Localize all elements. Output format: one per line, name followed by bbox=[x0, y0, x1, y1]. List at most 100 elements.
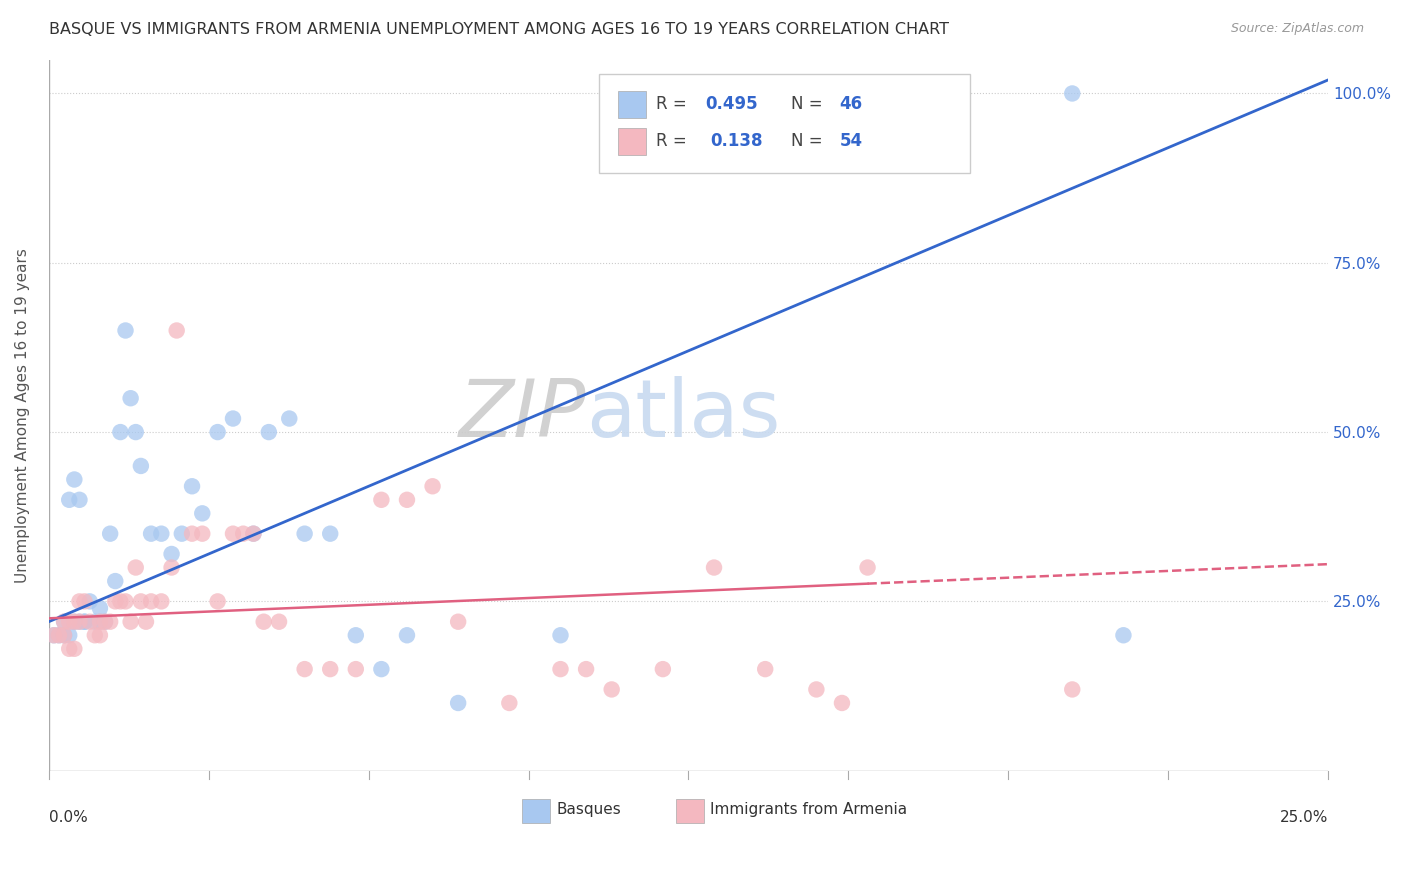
Point bbox=[89, 601, 111, 615]
Point bbox=[267, 615, 290, 629]
Point bbox=[53, 615, 76, 629]
Point bbox=[191, 526, 214, 541]
Point bbox=[139, 594, 162, 608]
Point bbox=[1062, 682, 1084, 697]
Point bbox=[207, 594, 229, 608]
Point bbox=[651, 662, 673, 676]
Point bbox=[222, 526, 245, 541]
Point bbox=[139, 526, 162, 541]
Text: 25.0%: 25.0% bbox=[1279, 810, 1329, 825]
Point bbox=[207, 425, 229, 439]
Point bbox=[58, 641, 80, 656]
Point bbox=[104, 574, 127, 588]
Point bbox=[550, 628, 572, 642]
Point bbox=[89, 615, 111, 629]
Point bbox=[160, 560, 183, 574]
Point bbox=[242, 526, 264, 541]
Point bbox=[63, 615, 86, 629]
Point bbox=[89, 628, 111, 642]
Text: Source: ZipAtlas.com: Source: ZipAtlas.com bbox=[1230, 22, 1364, 36]
Text: atlas: atlas bbox=[586, 376, 780, 454]
Point bbox=[110, 425, 132, 439]
Point bbox=[222, 411, 245, 425]
Point bbox=[856, 560, 879, 574]
Point bbox=[58, 615, 80, 629]
Point bbox=[257, 425, 280, 439]
Point bbox=[160, 547, 183, 561]
Point bbox=[58, 628, 80, 642]
Point bbox=[550, 662, 572, 676]
Point bbox=[79, 594, 101, 608]
Point bbox=[600, 113, 623, 128]
Text: 54: 54 bbox=[839, 132, 862, 151]
Text: 0.495: 0.495 bbox=[704, 95, 758, 113]
Point bbox=[83, 615, 105, 629]
Point bbox=[114, 324, 136, 338]
Point bbox=[395, 628, 418, 642]
Text: R =: R = bbox=[657, 95, 693, 113]
FancyBboxPatch shape bbox=[522, 799, 550, 822]
Point bbox=[89, 615, 111, 629]
Point bbox=[135, 615, 157, 629]
Point bbox=[53, 615, 76, 629]
Point bbox=[370, 662, 392, 676]
FancyBboxPatch shape bbox=[599, 74, 970, 173]
Point bbox=[125, 560, 148, 574]
Point bbox=[79, 615, 101, 629]
Text: 0.138: 0.138 bbox=[710, 132, 762, 151]
Point bbox=[422, 479, 444, 493]
Text: ZIP: ZIP bbox=[458, 376, 586, 454]
Point bbox=[53, 628, 76, 642]
Point bbox=[395, 492, 418, 507]
Point bbox=[447, 615, 470, 629]
Point bbox=[831, 696, 853, 710]
Text: Immigrants from Armenia: Immigrants from Armenia bbox=[710, 802, 907, 817]
Point bbox=[69, 594, 91, 608]
Point bbox=[703, 560, 725, 574]
Text: N =: N = bbox=[790, 132, 828, 151]
Point bbox=[73, 615, 96, 629]
Text: Basques: Basques bbox=[557, 802, 621, 817]
Point bbox=[150, 594, 173, 608]
Point bbox=[63, 641, 86, 656]
Point bbox=[754, 662, 776, 676]
Point bbox=[98, 526, 121, 541]
Text: N =: N = bbox=[790, 95, 828, 113]
Point bbox=[806, 682, 828, 697]
Point bbox=[48, 628, 70, 642]
Point bbox=[114, 594, 136, 608]
Point bbox=[344, 662, 367, 676]
Point bbox=[53, 628, 76, 642]
Point bbox=[120, 391, 142, 405]
Point bbox=[344, 628, 367, 642]
Point bbox=[110, 594, 132, 608]
Point bbox=[278, 411, 301, 425]
Point bbox=[319, 526, 342, 541]
Text: 0.0%: 0.0% bbox=[49, 810, 87, 825]
Point bbox=[181, 479, 204, 493]
Point bbox=[575, 662, 598, 676]
Point bbox=[73, 594, 96, 608]
Text: BASQUE VS IMMIGRANTS FROM ARMENIA UNEMPLOYMENT AMONG AGES 16 TO 19 YEARS CORRELA: BASQUE VS IMMIGRANTS FROM ARMENIA UNEMPL… bbox=[49, 22, 949, 37]
Point bbox=[447, 696, 470, 710]
Text: R =: R = bbox=[657, 132, 697, 151]
Point bbox=[1112, 628, 1135, 642]
Point bbox=[63, 615, 86, 629]
Point bbox=[370, 492, 392, 507]
Point bbox=[191, 507, 214, 521]
Point bbox=[120, 615, 142, 629]
Point bbox=[69, 615, 91, 629]
Y-axis label: Unemployment Among Ages 16 to 19 years: Unemployment Among Ages 16 to 19 years bbox=[15, 248, 30, 582]
Point bbox=[94, 615, 117, 629]
Point bbox=[294, 662, 316, 676]
Point bbox=[232, 526, 254, 541]
Point bbox=[125, 425, 148, 439]
Point bbox=[73, 615, 96, 629]
FancyBboxPatch shape bbox=[676, 799, 704, 822]
Point bbox=[129, 458, 152, 473]
FancyBboxPatch shape bbox=[619, 91, 647, 118]
Point bbox=[166, 324, 188, 338]
Point bbox=[42, 628, 65, 642]
Point bbox=[94, 615, 117, 629]
Point bbox=[104, 594, 127, 608]
